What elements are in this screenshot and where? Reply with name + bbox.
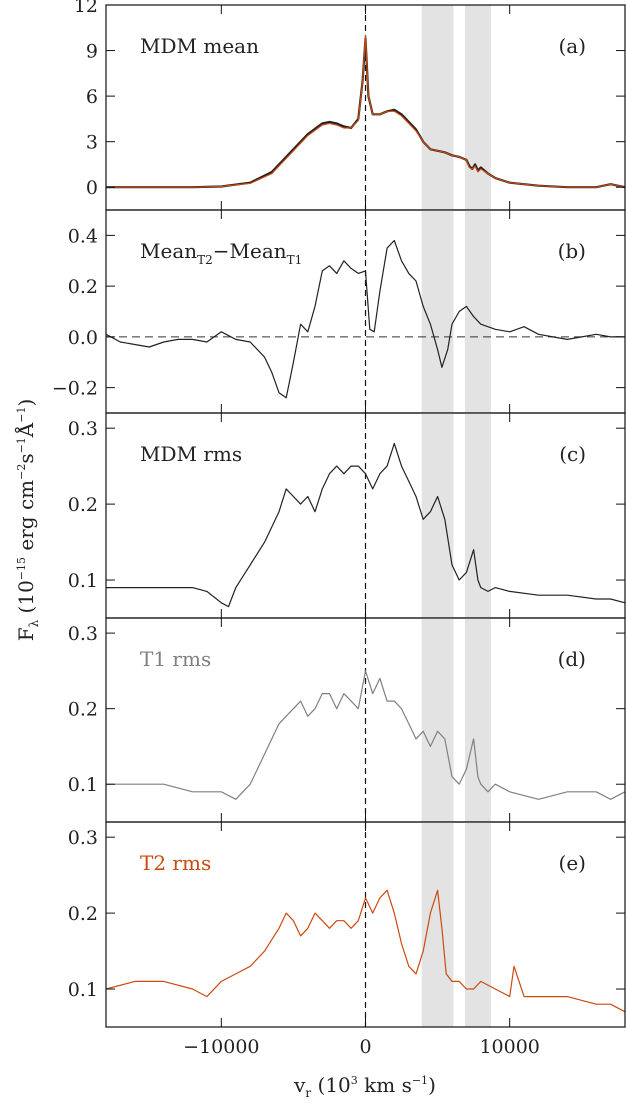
shaded-region	[464, 618, 491, 822]
y-tick-label: 9	[86, 41, 98, 63]
panel-c: 0.1 0.2 0.3 (c) MDM rms	[68, 412, 626, 619]
panels: 0 3 6 9 12 (a) MDM mean −0.2 0.0 0.2 0.4 (b) MeanT2−…	[52, 0, 626, 1058]
panel-label: (e)	[559, 851, 586, 875]
shaded-region	[464, 413, 491, 618]
y-tick-label: 0.4	[68, 225, 98, 247]
x-axis-label-rest: (10	[311, 1073, 351, 1097]
shaded-region	[464, 5, 491, 210]
y-axis-label-rest: (10	[14, 580, 38, 620]
y-tick-label: 0.2	[68, 903, 98, 925]
x-axis-label-close: )	[428, 1073, 436, 1097]
y-tick-label: 0.1	[68, 774, 98, 796]
y-axis-label-exp2: −2	[15, 464, 28, 480]
y-tick-label: 0.1	[68, 979, 98, 1001]
x-axis-label-unit: km s	[358, 1073, 412, 1097]
panel-d: 0.1 0.2 0.3 (d) T1 rms	[68, 617, 626, 823]
y-tick-label: 3	[86, 132, 98, 154]
y-axis-label-unit2: s	[14, 453, 38, 463]
y-axis-label-unit3: Å	[13, 422, 38, 438]
shaded-region	[421, 822, 454, 1027]
panel-label: (a)	[558, 34, 586, 58]
y-tick-label: 6	[86, 86, 98, 108]
panel-label: (b)	[558, 239, 586, 263]
y-axis-label-sub: λ	[27, 619, 41, 627]
y-tick-label: 0.3	[68, 418, 98, 440]
panel-label: (d)	[558, 647, 586, 671]
shaded-region	[421, 210, 454, 413]
x-tick-label: 0	[359, 1036, 371, 1058]
y-tick-label: 12	[74, 0, 98, 17]
y-axis-label-unit1: erg cm	[14, 480, 38, 557]
panel-title: MDM mean	[140, 34, 259, 58]
y-tick-label: 0.0	[68, 327, 98, 349]
x-axis-label: vr (103 km s−1)	[293, 1073, 436, 1100]
y-tick-label: −0.2	[52, 378, 98, 400]
y-axis-label-exp4: −1	[15, 407, 28, 423]
x-axis-label-exp2: −1	[412, 1074, 428, 1087]
x-axis-label-sub: r	[305, 1086, 311, 1100]
y-tick-label: 0.2	[68, 699, 98, 721]
y-axis-label-close: )	[14, 399, 38, 407]
panel-title-sub: T1	[287, 253, 303, 267]
panel-label: (c)	[559, 442, 586, 466]
panel-a: 0 3 6 9 12 (a) MDM mean	[74, 0, 626, 211]
shaded-region	[421, 5, 454, 210]
panel-b: −0.2 0.0 0.2 0.4 (b) MeanT2−MeanT1	[52, 209, 626, 414]
panel-title: MeanT2−MeanT1	[140, 239, 302, 267]
panel-title: T1 rms	[140, 647, 211, 671]
shaded-region	[421, 618, 454, 822]
y-tick-label: 0.1	[68, 570, 98, 592]
y-axis-label: Fλ (10−15 erg cm−2s−1Å−1)	[13, 399, 41, 642]
series-line	[106, 670, 626, 800]
shaded-region	[464, 210, 491, 413]
x-tick-label: 10000	[479, 1036, 539, 1058]
panel-title-mid: −Mean	[213, 239, 287, 263]
y-tick-label: 0	[86, 177, 98, 199]
x-tick-label: −10000	[183, 1036, 259, 1058]
series-line	[105, 239, 625, 399]
y-axis-label-exp3: −1	[15, 437, 28, 453]
series-line	[105, 889, 626, 1013]
panel-title-sub: T2	[197, 253, 213, 267]
y-tick-label: 0.2	[68, 276, 98, 298]
series-line	[106, 442, 626, 608]
panel-title: T2 rms	[140, 851, 211, 875]
y-axis-label-main: F	[14, 627, 38, 641]
panel-title: MDM rms	[140, 442, 242, 466]
y-axis-label-exp1: −15	[15, 557, 28, 580]
panel-e: 0.1 0.2 0.3 −10000 0 10000 (e) T2 rms	[68, 821, 626, 1058]
y-tick-label: 0.3	[68, 623, 98, 645]
series-line	[106, 34, 626, 188]
shaded-region	[464, 822, 491, 1027]
y-tick-label: 0.2	[68, 494, 98, 516]
x-axis-label-main: v	[293, 1073, 306, 1097]
x-axis-label-exp: 3	[351, 1074, 358, 1087]
y-tick-label: 0.3	[68, 827, 98, 849]
